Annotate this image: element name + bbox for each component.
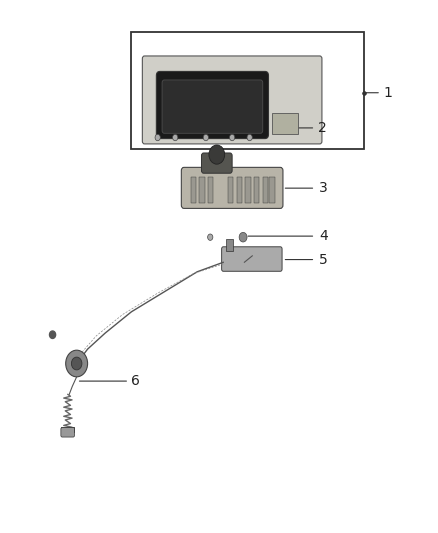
Bar — [199, 177, 205, 203]
Bar — [245, 177, 251, 203]
Circle shape — [247, 134, 252, 141]
Bar — [263, 177, 268, 203]
Bar — [61, 427, 74, 432]
FancyBboxPatch shape — [201, 153, 232, 173]
Circle shape — [155, 134, 160, 141]
Text: 6: 6 — [131, 374, 140, 388]
Bar — [237, 177, 242, 203]
Bar — [131, 32, 364, 149]
Bar — [226, 239, 233, 251]
Circle shape — [203, 134, 208, 141]
Text: 2: 2 — [318, 121, 326, 135]
FancyBboxPatch shape — [156, 71, 268, 139]
Bar — [228, 177, 233, 203]
Text: 1: 1 — [383, 86, 392, 100]
Text: 3: 3 — [319, 181, 328, 195]
Bar — [269, 177, 275, 203]
Circle shape — [209, 145, 225, 164]
Text: 5: 5 — [319, 253, 328, 266]
Circle shape — [49, 331, 56, 338]
FancyBboxPatch shape — [222, 247, 282, 271]
Bar — [191, 177, 196, 203]
Circle shape — [239, 232, 247, 242]
FancyBboxPatch shape — [61, 427, 74, 437]
Bar — [254, 177, 259, 203]
Bar — [208, 177, 213, 203]
Circle shape — [208, 234, 213, 240]
Circle shape — [66, 350, 88, 377]
Bar — [272, 113, 298, 134]
FancyBboxPatch shape — [142, 56, 322, 144]
Text: 4: 4 — [319, 229, 328, 243]
Circle shape — [173, 134, 178, 141]
FancyBboxPatch shape — [162, 80, 263, 133]
Circle shape — [71, 357, 82, 370]
Circle shape — [230, 134, 235, 141]
FancyBboxPatch shape — [181, 167, 283, 208]
